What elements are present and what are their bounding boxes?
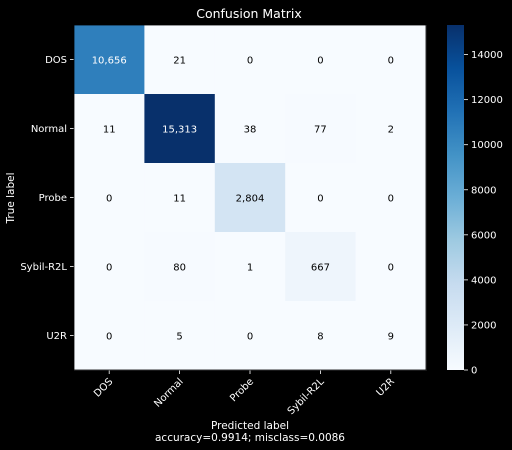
- cell-value-label: 15,313: [162, 125, 197, 136]
- x-axis-label: Predicted label: [211, 420, 289, 432]
- heatmap-cell: [74, 232, 145, 302]
- cell-value-label: 38: [244, 125, 257, 136]
- y-tick-label: Normal: [31, 124, 67, 135]
- heatmap-cell-labels: 10,656 21 0 0 011 15,313 38 77 20 11 2,804 0 00 80 1 66…: [92, 56, 394, 343]
- heatmap-cell: [214, 301, 286, 371]
- cell-value-label: 77: [314, 125, 327, 136]
- cell-value-label: 0: [317, 56, 323, 67]
- heatmap-cell: [355, 94, 427, 164]
- x-tick-label: Sybil-R2L: [286, 376, 327, 417]
- colorbar-tick-label: 4000: [471, 275, 496, 286]
- x-axis-ticks: DOS Normal Probe Sybil-R2L U2R: [92, 370, 397, 417]
- y-tick-label: DOS: [45, 55, 67, 66]
- colorbar-ticks: 0 2000 4000 6000 8000 10000 12000 14000: [464, 50, 503, 377]
- cell-value-label: 5: [176, 332, 182, 343]
- x-axis-sublabel: accuracy=0.9914; misclass=0.0086: [155, 432, 345, 444]
- cell-value-label: 0: [247, 332, 253, 343]
- heatmap-cell: [74, 301, 145, 371]
- cell-value-label: 80: [173, 263, 186, 274]
- colorbar-tick-label: 6000: [471, 230, 496, 241]
- heatmap-cell: [355, 163, 427, 233]
- y-tick-label: Probe: [39, 193, 67, 204]
- x-tick-label: Probe: [228, 376, 256, 404]
- y-tick-label: Sybil-R2L: [20, 262, 67, 273]
- cell-value-label: 0: [106, 194, 112, 205]
- heatmap-cell: [144, 94, 216, 164]
- y-tick-label: U2R: [46, 331, 67, 342]
- cell-value-label: 0: [388, 56, 394, 67]
- heatmap-cell: [285, 232, 357, 302]
- cell-value-label: 667: [311, 263, 330, 274]
- y-axis-ticks: DOS Normal Probe Sybil-R2L U2R: [20, 55, 74, 342]
- heatmap-cell: [214, 25, 286, 95]
- heatmap-cell: [214, 94, 286, 164]
- heatmap-cell: [355, 25, 427, 95]
- heatmap-cell: [144, 232, 216, 302]
- cell-value-label: 11: [103, 125, 116, 136]
- cell-value-label: 0: [106, 332, 112, 343]
- colorbar-tick-label: 0: [471, 366, 477, 377]
- cell-value-label: 2,804: [236, 194, 265, 205]
- heatmap-cell: [355, 232, 427, 302]
- heatmap-cell: [285, 301, 357, 371]
- heatmap-cell: [144, 25, 216, 95]
- cell-value-label: 2: [388, 125, 394, 136]
- heatmap-cell: [285, 94, 357, 164]
- y-axis-label: True label: [5, 172, 17, 224]
- cell-value-label: 9: [388, 332, 394, 343]
- heatmap-cells: [74, 25, 427, 371]
- heatmap-cell: [74, 94, 145, 164]
- colorbar-tick-label: 8000: [471, 185, 496, 196]
- heatmap-cell: [214, 163, 286, 233]
- colorbar-tick-label: 12000: [471, 95, 503, 106]
- x-tick-label: Normal: [152, 376, 185, 409]
- colorbar: [447, 25, 464, 370]
- cell-value-label: 21: [173, 56, 186, 67]
- x-tick-label: DOS: [92, 376, 115, 399]
- colorbar-tick-label: 10000: [471, 140, 503, 151]
- heatmap-cell: [144, 301, 216, 371]
- heatmap-cell: [74, 25, 145, 95]
- cell-value-label: 0: [317, 194, 323, 205]
- x-tick-label: U2R: [375, 376, 397, 398]
- heatmap-cell: [285, 163, 357, 233]
- heatmap-cell: [355, 301, 427, 371]
- colorbar-tick-label: 14000: [471, 50, 503, 61]
- chart-title: Confusion Matrix: [196, 6, 302, 21]
- cell-value-label: 1: [247, 263, 253, 274]
- heatmap-cell: [144, 163, 216, 233]
- colorbar-tick-label: 2000: [471, 320, 496, 331]
- cell-value-label: 8: [317, 332, 323, 343]
- cell-value-label: 0: [388, 194, 394, 205]
- heatmap-cell: [214, 232, 286, 302]
- cell-value-label: 0: [106, 263, 112, 274]
- plot-frame: [73, 24, 427, 371]
- heatmap-cell: [74, 163, 145, 233]
- cell-value-label: 11: [173, 194, 186, 205]
- cell-value-label: 10,656: [92, 56, 127, 67]
- heatmap-cell: [285, 25, 357, 95]
- cell-value-label: 0: [247, 56, 253, 67]
- cell-value-label: 0: [388, 263, 394, 274]
